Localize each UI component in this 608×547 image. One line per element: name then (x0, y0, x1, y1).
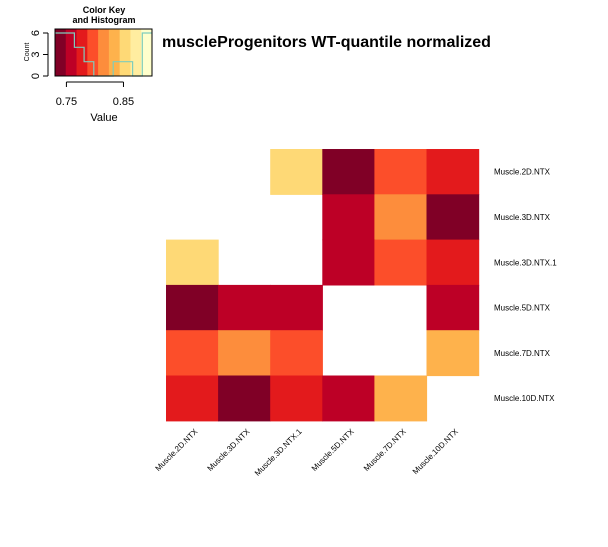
color-key-frame (54, 28, 153, 77)
heatmap-cell (166, 284, 219, 331)
heatmap-cell (270, 330, 323, 377)
row-label: Muscle.3D.NTX.1 (494, 258, 557, 267)
color-key-band (108, 29, 121, 76)
heatmap-cell (322, 375, 375, 422)
color-key-band (98, 29, 110, 76)
heatmap-cell (218, 375, 271, 422)
heatmap-cell (218, 330, 271, 377)
heatmap-cell (218, 284, 271, 331)
color-key: Color Key and Histogram 0.75 0.85 0 3 6 Valu… (24, 5, 153, 124)
color-key-ylabel: Count (24, 43, 31, 62)
color-key-band (87, 29, 99, 76)
heatmap-cell (322, 194, 375, 241)
row-label: Muscle.2D.NTX (494, 168, 551, 177)
chart-title: muscleProgenitors WT-quantile normalized (162, 34, 491, 51)
heatmap-cell (426, 149, 480, 195)
color-key-xlabel: Value (90, 112, 117, 124)
color-key-title-line2: and Histogram (72, 15, 135, 25)
color-key-title-line1: Color Key (83, 5, 126, 15)
row-label: Muscle.10D.NTX (494, 394, 555, 403)
color-key-y-tick-label: 6 (30, 30, 42, 36)
heatmap-cell (374, 194, 428, 241)
heatmap-cell (166, 330, 219, 377)
heatmap-cell (166, 375, 219, 422)
heatmap-cell (322, 149, 375, 195)
heatmap-cells (166, 149, 480, 422)
color-key-axes: 0.75 0.85 0 3 6 (30, 30, 134, 108)
color-key-gradient (55, 29, 153, 76)
color-key-band (141, 29, 153, 76)
heatmap-cell (426, 284, 480, 331)
color-key-band (55, 29, 67, 76)
color-key-band (119, 29, 131, 76)
heatmap-cell (270, 149, 323, 195)
color-key-band (130, 29, 142, 76)
row-label: Muscle.5D.NTX (494, 304, 551, 313)
heatmap-cell (270, 284, 323, 331)
row-labels: Muscle.2D.NTX Muscle.3D.NTX Muscle.3D.NTX.… (494, 168, 557, 404)
heatmap-cell (426, 239, 480, 286)
heatmap-cell (270, 375, 323, 422)
color-key-y-tick-label: 3 (30, 51, 42, 57)
heatmap-cell (374, 375, 428, 422)
heatmap-cell (374, 149, 428, 195)
color-key-y-tick-label: 0 (30, 73, 42, 79)
color-key-band (76, 29, 88, 76)
heatmap-cell (374, 239, 428, 286)
color-key-x-tick-label: 0.75 (56, 96, 77, 108)
row-label: Muscle.7D.NTX (494, 349, 551, 358)
heatmap-cell (166, 239, 219, 286)
row-label: Muscle.3D.NTX (494, 213, 551, 222)
heatmap-cell (426, 194, 480, 241)
heatmap-cell (426, 330, 480, 377)
color-key-band (65, 29, 77, 76)
color-key-x-tick-label: 0.85 (113, 96, 134, 108)
heatmap-cell (322, 239, 375, 286)
